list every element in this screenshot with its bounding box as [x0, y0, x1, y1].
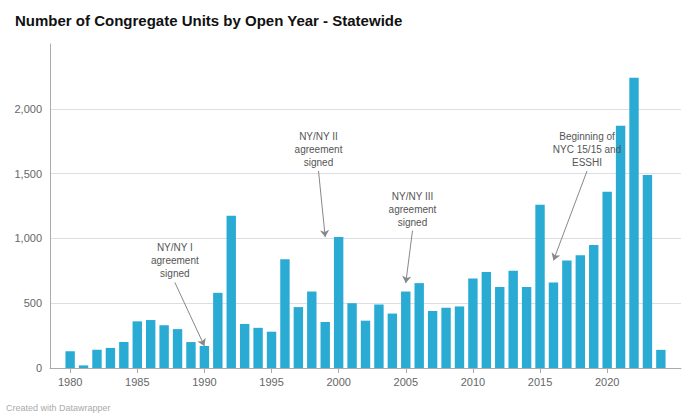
svg-text:Number of Congregate Units by: Number of Congregate Units by Open Year … [15, 12, 402, 29]
svg-text:signed: signed [304, 157, 333, 168]
svg-text:500: 500 [24, 297, 42, 309]
svg-text:1995: 1995 [259, 376, 283, 388]
svg-text:2000: 2000 [326, 376, 350, 388]
svg-text:signed: signed [160, 268, 189, 279]
svg-text:1980: 1980 [58, 376, 82, 388]
svg-text:signed: signed [398, 217, 427, 228]
svg-text:agreement: agreement [151, 255, 199, 266]
svg-text:agreement: agreement [295, 144, 343, 155]
svg-text:1990: 1990 [192, 376, 216, 388]
svg-text:NYC 15/15 and: NYC 15/15 and [553, 144, 621, 155]
svg-text:1985: 1985 [125, 376, 149, 388]
svg-text:Beginning of: Beginning of [559, 131, 615, 142]
svg-text:agreement: agreement [389, 204, 437, 215]
svg-text:Created with Datawrapper: Created with Datawrapper [6, 403, 111, 413]
svg-text:1,000: 1,000 [14, 232, 42, 244]
svg-text:NY/NY III: NY/NY III [392, 191, 434, 202]
svg-text:2015: 2015 [528, 376, 552, 388]
svg-text:2020: 2020 [595, 376, 619, 388]
svg-text:0: 0 [36, 362, 42, 374]
svg-text:ESSHI: ESSHI [572, 157, 602, 168]
svg-text:2005: 2005 [394, 376, 418, 388]
svg-text:1,500: 1,500 [14, 168, 42, 180]
svg-text:NY/NY I: NY/NY I [157, 242, 193, 253]
svg-text:2,000: 2,000 [14, 103, 42, 115]
svg-text:2010: 2010 [461, 376, 485, 388]
svg-text:NY/NY II: NY/NY II [299, 131, 338, 142]
